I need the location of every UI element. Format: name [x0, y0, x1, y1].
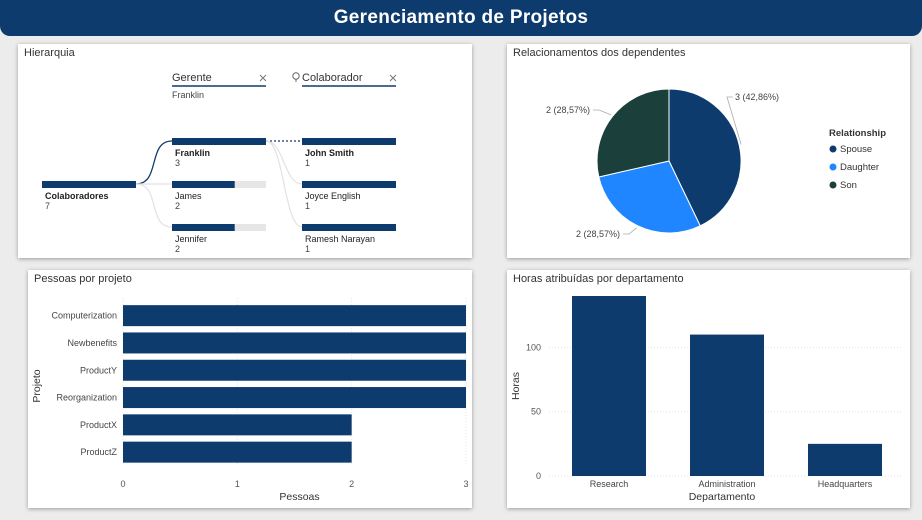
pie-slice-spouse[interactable]	[668, 88, 742, 227]
y-tick-label: 50	[531, 407, 541, 417]
tree-node-label: James	[175, 191, 202, 201]
bar-computerization[interactable]	[123, 305, 466, 327]
tree-node-bar[interactable]	[172, 224, 235, 231]
hierarchy-card: Hierarquia Gerente Franklin Colaborador Col…	[18, 44, 472, 258]
x-tick-label: Research	[590, 479, 629, 489]
tree-root-label: Colaboradores	[45, 191, 109, 201]
tree-node-value: 2	[175, 244, 180, 254]
tree-node-bar[interactable]	[172, 181, 235, 188]
vbar-chart-card: Horas atribuídas por departamento 0 50 100…	[507, 270, 910, 508]
y-tick-label: ProductZ	[80, 447, 117, 457]
bar-producty[interactable]	[123, 359, 466, 381]
tree-node-label: Joyce English	[305, 191, 361, 201]
tree-node-bar[interactable]	[302, 181, 396, 188]
dashboard-title: Gerenciamento de Projetos	[333, 7, 589, 28]
tree-node-value: 2	[175, 201, 180, 211]
hierarchy-title: Hierarquia	[24, 47, 75, 59]
bar-administration[interactable]	[690, 334, 764, 476]
legend-marker	[829, 163, 837, 171]
legend-item-spouse[interactable]: Spouse	[840, 144, 872, 155]
legend-item-daughter[interactable]: Daughter	[840, 162, 879, 173]
x-axis-title: Pessoas	[279, 491, 319, 503]
tree-root-bar[interactable]	[42, 181, 136, 188]
lightbulb-icon	[292, 72, 300, 80]
y-tick-label: 100	[526, 342, 541, 352]
pie-chart-title: Relacionamentos dos dependentes	[513, 47, 686, 59]
decomposition-tree[interactable]: Gerente Franklin Colaborador Colaboradores7…	[18, 44, 472, 258]
hbar-chart[interactable]: 0 1 2 3 Computerization Newbenefits ProductY Re…	[28, 270, 472, 508]
tree-node-label: John Smith	[305, 148, 354, 158]
bar-reorganization[interactable]	[123, 387, 466, 409]
pie-data-label: 2 (28,57%)	[546, 105, 590, 115]
bar-productx[interactable]	[123, 414, 352, 436]
bar-headquarters[interactable]	[808, 443, 882, 476]
pie-leader-line	[593, 109, 612, 116]
pie-data-label: 2 (28,57%)	[576, 229, 620, 239]
hbar-chart-card: Pessoas por projeto 0 1 2 3 Computerization N…	[28, 270, 472, 508]
pie-leader-line	[726, 96, 742, 145]
tree-node-value: 1	[305, 244, 310, 254]
vbar-chart-title: Horas atribuídas por departamento	[513, 273, 684, 285]
bar-research[interactable]	[572, 296, 646, 476]
tree-node-bar[interactable]	[302, 138, 396, 145]
x-tick-label: Administration	[698, 479, 755, 489]
x-tick-label: 3	[463, 479, 468, 489]
filter-value: Franklin	[172, 90, 204, 100]
tree-node-label: Ramesh Narayan	[305, 234, 375, 244]
legend-title: Relationship	[829, 128, 886, 139]
pie-data-label: 3 (42,86%)	[735, 92, 779, 102]
hbar-chart-title: Pessoas por projeto	[34, 273, 132, 285]
pie-leader-line	[623, 227, 638, 235]
y-tick-label: ProductX	[80, 420, 117, 430]
legend-marker	[829, 145, 837, 153]
y-tick-label: Reorganization	[56, 393, 117, 403]
tree-node-value: 1	[305, 201, 310, 211]
close-icon[interactable]	[259, 74, 267, 82]
y-tick-label: Computerization	[51, 311, 117, 321]
x-tick-label: 0	[120, 479, 125, 489]
tree-node-bar[interactable]	[172, 138, 266, 145]
tree-node-label: Jennifer	[175, 234, 207, 244]
tree-node-label: Franklin	[175, 148, 210, 158]
x-tick-label: Headquarters	[818, 479, 873, 489]
tree-node-value: 1	[305, 158, 310, 168]
y-tick-label: 0	[536, 471, 541, 481]
pie-slice-daughter[interactable]	[598, 160, 701, 234]
legend-marker	[829, 181, 837, 189]
bar-newbenefits[interactable]	[123, 332, 466, 354]
tree-node-bar[interactable]	[302, 224, 396, 231]
tree-connector-selected	[135, 140, 173, 185]
y-axis-title: Horas	[510, 372, 522, 400]
dashboard-header: Gerenciamento de Projetos	[0, 0, 922, 36]
y-tick-label: Newbenefits	[67, 338, 117, 348]
tree-root-value: 7	[45, 201, 50, 211]
tree-connector	[265, 140, 303, 185]
tree-node-value: 3	[175, 158, 180, 168]
filter-label: Colaborador	[302, 72, 363, 84]
pie-chart[interactable]: 3 (42,86%) 2 (28,57%) 2 (28,57%) Relationsh…	[507, 44, 910, 258]
filter-label: Gerente	[172, 72, 212, 84]
x-tick-label: 2	[349, 479, 354, 489]
bar-productz[interactable]	[123, 441, 352, 463]
pie-chart-card: Relacionamentos dos dependentes 3 (42,86…	[507, 44, 910, 258]
x-axis-title: Departamento	[689, 491, 756, 503]
tree-connector	[265, 140, 303, 228]
vbar-chart[interactable]: 0 50 100 Research Administration Headquarters…	[507, 270, 910, 508]
close-icon[interactable]	[389, 74, 397, 82]
x-tick-label: 1	[235, 479, 240, 489]
y-axis-title: Projeto	[31, 369, 43, 402]
pie-slice-son[interactable]	[596, 88, 670, 178]
y-tick-label: ProductY	[80, 365, 117, 375]
legend-item-son[interactable]: Son	[840, 180, 857, 191]
tree-connector	[135, 183, 173, 228]
